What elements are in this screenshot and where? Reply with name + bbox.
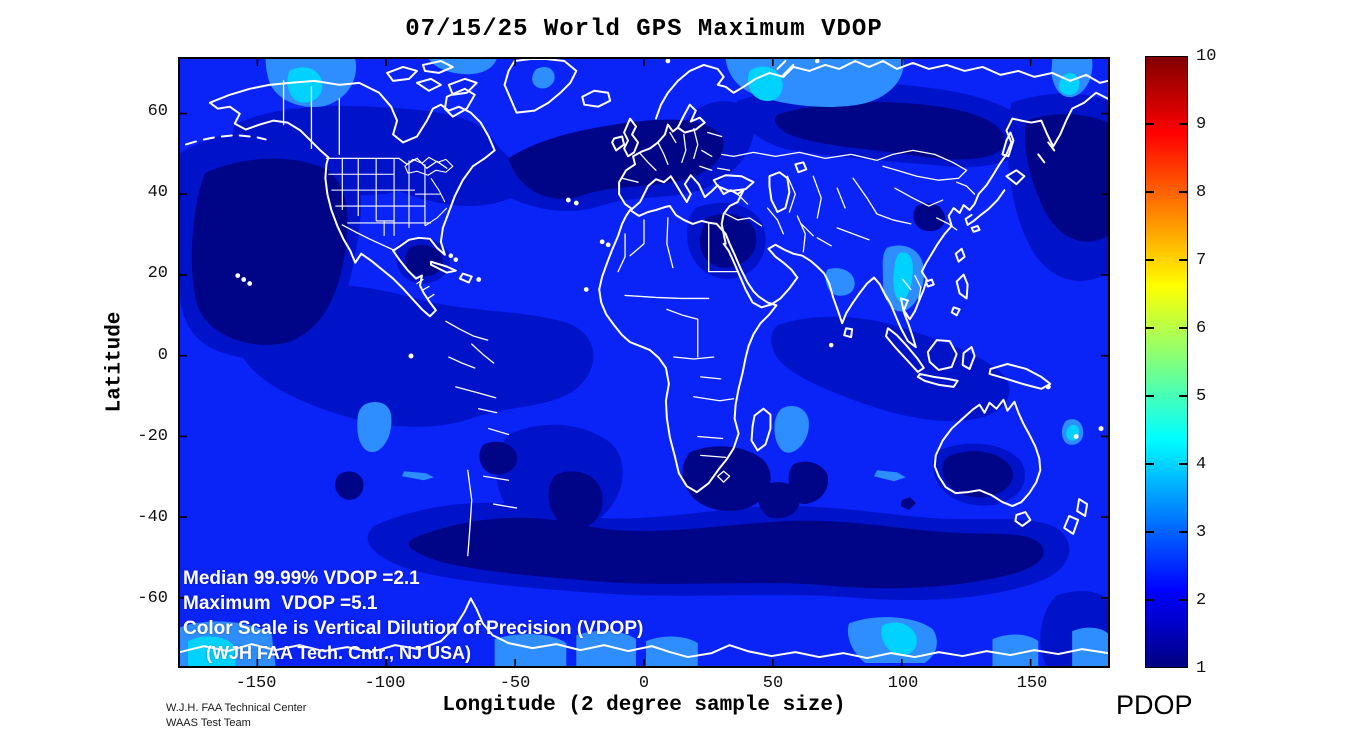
credit-line-2: WAAS Test Team: [166, 717, 251, 729]
colorbar-tick-label: 10: [1196, 47, 1217, 66]
org-annotation: (WJH FAA Tech. Cntr., NJ USA): [206, 643, 472, 663]
x-tick-label: -50: [499, 674, 531, 693]
credit-line-1: W.J.H. FAA Technical Center: [166, 702, 307, 714]
x-tick-label: 0: [638, 674, 650, 693]
x-tick-label: 50: [762, 674, 784, 693]
world-vdop-map: [180, 59, 1108, 666]
y-tick-label: 20: [147, 264, 168, 283]
y-tick-label: 0: [157, 346, 168, 365]
y-tick-label: -20: [137, 427, 168, 446]
vdop-band-cyan: [187, 66, 1080, 666]
colorbar-tick-mark: [1146, 531, 1154, 533]
colorbar-tick-mark: [1179, 395, 1187, 397]
colorbar-tick-mark: [1179, 531, 1187, 533]
colorbar-tick-mark: [1179, 463, 1187, 465]
colorbar-tick-mark: [1179, 123, 1187, 125]
colorbar-tick-label: 1: [1196, 659, 1207, 678]
color-scale-annotation: Color Scale is Vertical Dilution of Prec…: [183, 618, 644, 639]
colorbar-tick-label: 7: [1196, 251, 1207, 270]
colorbar-tick-mark: [1179, 599, 1187, 601]
x-tick-label: -150: [235, 674, 277, 693]
colorbar-tick-label: 9: [1196, 115, 1207, 134]
colorbar-tick-mark: [1146, 123, 1154, 125]
y-tick-label: -40: [137, 508, 168, 527]
colorbar-tick-label: 5: [1196, 387, 1207, 406]
colorbar-tick-mark: [1146, 327, 1154, 329]
colorbar-label: PDOP: [1116, 690, 1193, 720]
colorbar: [1145, 56, 1188, 668]
colorbar-tick-label: 4: [1196, 455, 1207, 474]
map-plot-area: Median 99.99% VDOP =2.1 Maximum VDOP =5.…: [178, 57, 1110, 668]
x-tick-label: 100: [887, 674, 919, 693]
colorbar-tick-mark: [1146, 395, 1154, 397]
y-tick-label: 40: [147, 183, 168, 202]
maximum-vdop-annotation: Maximum VDOP =5.1: [183, 593, 378, 614]
colorbar-tick-mark: [1179, 191, 1187, 193]
x-tick-label: 150: [1016, 674, 1048, 693]
x-axis-label: Longitude (2 degree sample size): [442, 694, 846, 717]
colorbar-tick-mark: [1146, 463, 1154, 465]
colorbar-tick-mark: [1146, 599, 1154, 601]
colorbar-tick-mark: [1179, 259, 1187, 261]
y-tick-label: 60: [147, 102, 168, 121]
chart-title: 07/15/25 World GPS Maximum VDOP: [405, 16, 883, 43]
vdop-band-navy: [191, 102, 1108, 589]
island-specks: [184, 59, 1104, 439]
credit-text: W.J.H. FAA Technical Center WAAS Test Te…: [166, 701, 306, 731]
colorbar-tick-label: 8: [1196, 183, 1207, 202]
y-axis-label: Latitude: [103, 311, 127, 413]
median-vdop-annotation: Median 99.99% VDOP =2.1: [183, 568, 420, 589]
colorbar-tick-mark: [1146, 191, 1154, 193]
us-state-borders: [328, 156, 454, 236]
colorbar-tick-label: 3: [1196, 523, 1207, 542]
colorbar-tick-label: 6: [1196, 319, 1207, 338]
x-tick-label: -100: [364, 674, 406, 693]
colorbar-tick-label: 2: [1196, 591, 1207, 610]
colorbar-tick-mark: [1146, 259, 1154, 261]
y-tick-label: -60: [137, 589, 168, 608]
axis-tick-marks: [180, 59, 1108, 666]
colorbar-tick-mark: [1179, 327, 1187, 329]
